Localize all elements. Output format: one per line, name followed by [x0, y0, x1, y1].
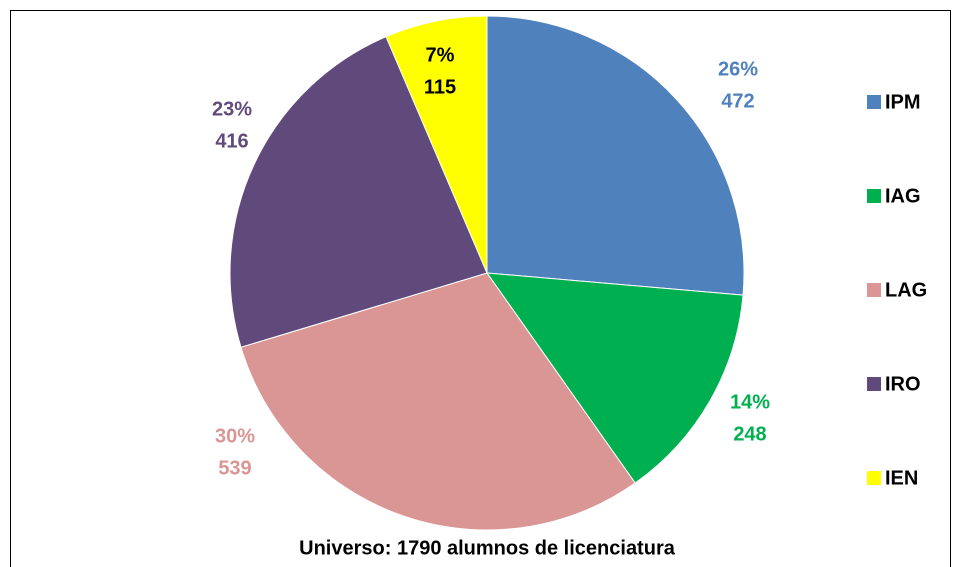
- percent-label: 7%: [426, 44, 455, 66]
- value-label: 416: [215, 130, 248, 152]
- legend-label: IEN: [885, 467, 918, 489]
- percent-label: 23%: [212, 98, 252, 120]
- percent-label: 26%: [718, 58, 758, 80]
- legend-label: IPM: [885, 91, 921, 113]
- legend-swatch: [867, 471, 881, 485]
- percent-label: 14%: [730, 391, 770, 413]
- pie-slice: [486, 15, 745, 296]
- legend-swatch: [867, 189, 881, 203]
- pie-slice: [385, 15, 488, 274]
- pie-slice: [240, 272, 636, 531]
- annotation: Universo: 1790 alumnos de licenciatura: [299, 537, 676, 559]
- legend-label: IAG: [885, 185, 921, 207]
- legend-label: IRO: [885, 373, 921, 395]
- legend-swatch: [867, 95, 881, 109]
- value-label: 472: [721, 90, 754, 112]
- value-label: 248: [733, 423, 766, 445]
- legend-swatch: [867, 283, 881, 297]
- pie-slice: [229, 35, 488, 348]
- value-label: 539: [218, 457, 251, 479]
- legend-swatch: [867, 377, 881, 391]
- value-label: 115: [424, 76, 456, 98]
- pie-slice: [485, 272, 744, 484]
- percent-label: 30%: [215, 425, 255, 447]
- legend-label: LAG: [885, 279, 927, 301]
